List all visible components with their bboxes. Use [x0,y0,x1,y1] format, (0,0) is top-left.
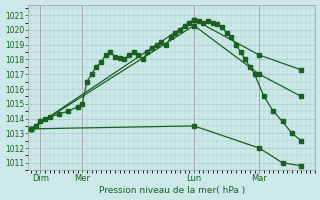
X-axis label: Pression niveau de la mer( hPa ): Pression niveau de la mer( hPa ) [99,186,245,195]
